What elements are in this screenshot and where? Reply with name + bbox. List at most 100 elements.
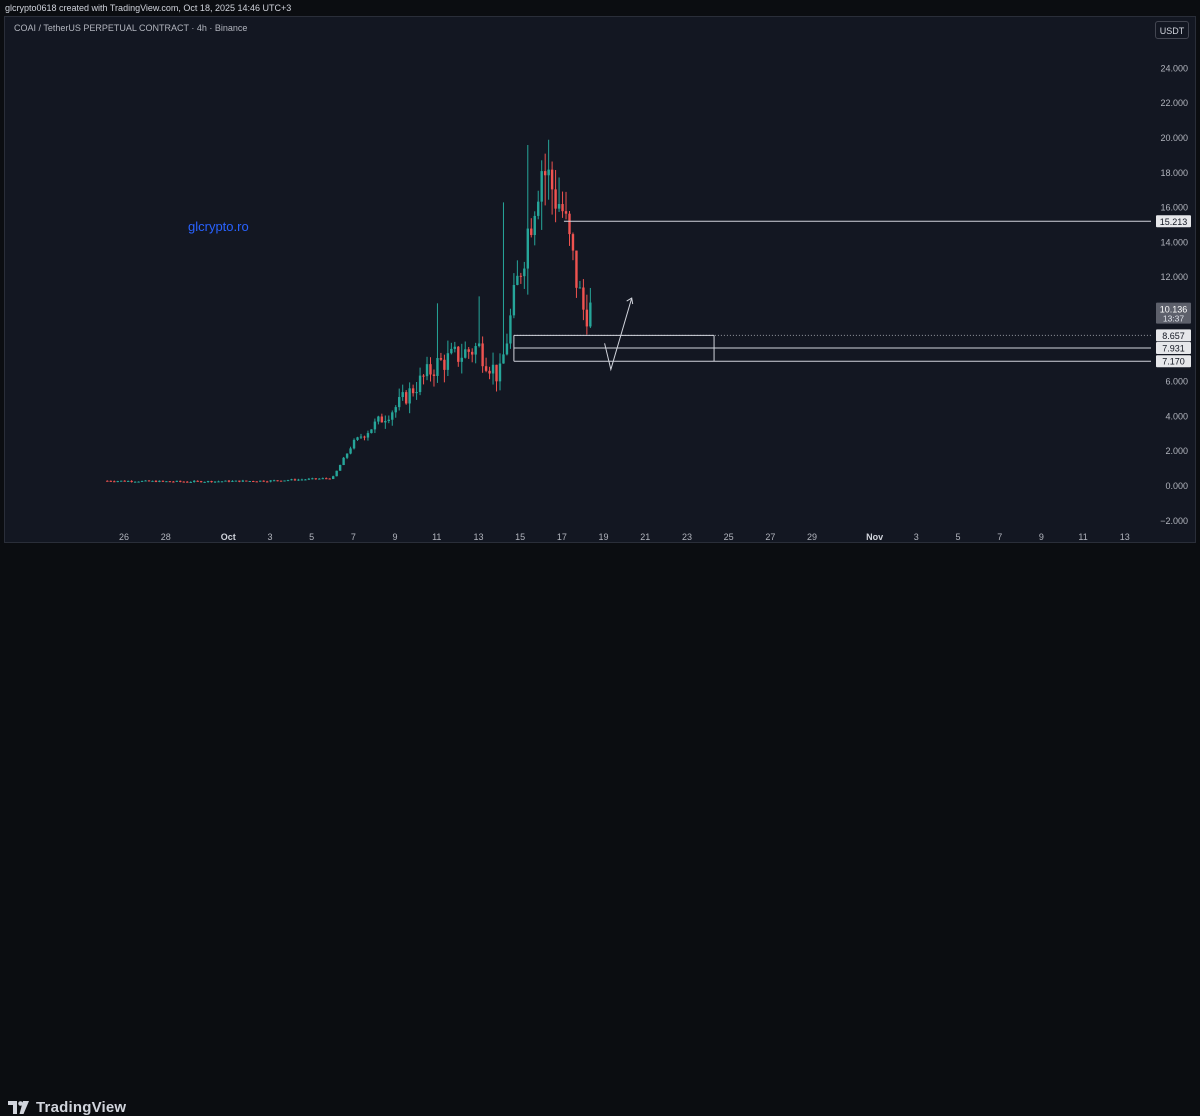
candle-body: [537, 201, 540, 216]
y-tick-label: 20.000: [1160, 133, 1188, 143]
candle-body: [227, 480, 231, 482]
x-tick-label: Nov: [866, 532, 883, 542]
x-tick-label: 28: [161, 532, 171, 542]
candle-body: [547, 169, 550, 176]
candle-body: [464, 349, 467, 358]
candle-body: [106, 480, 109, 482]
footer: TradingView: [0, 543, 1200, 1116]
candle-body: [321, 478, 324, 480]
candle-body: [557, 204, 561, 209]
x-tick-label: 21: [640, 532, 650, 542]
price-chart[interactable]: 24.000 22.000 20.000 18.000 16.000 14.000 12.0…: [5, 17, 1196, 543]
candle-body: [192, 480, 196, 482]
candle-body: [151, 480, 154, 482]
candle-body: [418, 375, 422, 393]
candle-body: [255, 481, 258, 483]
candle-body: [276, 480, 279, 482]
candle-body: [345, 453, 349, 458]
projection-arrow: [604, 297, 633, 372]
candle-body: [394, 407, 397, 413]
candle-body: [113, 481, 116, 483]
chart-panel[interactable]: 24.000 22.000 20.000 18.000 16.000 14.000 12.0…: [4, 16, 1196, 543]
x-tick-label: 7: [997, 532, 1002, 542]
candle-body: [147, 480, 151, 482]
candle-body: [182, 481, 185, 483]
candle-body: [495, 364, 498, 382]
candle-body: [488, 370, 491, 374]
candle-body: [279, 480, 283, 482]
watermark-text: glcrypto.ro: [188, 219, 249, 234]
projection-arrow-head: [626, 297, 634, 305]
candle-body: [530, 228, 533, 236]
x-tick-label: 9: [393, 532, 398, 542]
last-price-label-bg: [1156, 302, 1191, 324]
candle-body: [470, 351, 474, 355]
candle-body: [265, 481, 269, 483]
x-tick-label: 9: [1039, 532, 1044, 542]
candle-body: [446, 353, 450, 370]
candle-body: [391, 412, 394, 420]
x-tick-label: 25: [724, 532, 734, 542]
brand-name: TradingView: [36, 1098, 127, 1116]
price-label-bg: [1156, 329, 1191, 342]
price-label: 7.931: [1162, 344, 1185, 354]
candle-body: [404, 392, 408, 404]
candle-body: [439, 358, 443, 360]
candle-body: [477, 343, 481, 347]
price-label: 15.213: [1160, 217, 1188, 227]
candle-body: [241, 480, 245, 482]
candle-body: [571, 234, 575, 251]
candle-body: [359, 436, 363, 438]
candle-body: [269, 480, 272, 482]
candle-body: [450, 348, 453, 354]
candle-body: [356, 437, 359, 440]
candle-body: [248, 481, 251, 483]
candle-body: [582, 287, 585, 310]
candle-body: [168, 481, 172, 483]
tradingview-logo[interactable]: TradingView: [8, 1098, 127, 1116]
candle-body: [429, 364, 432, 375]
candle-body: [252, 481, 255, 483]
candle-body: [481, 343, 484, 367]
candle-body: [338, 465, 342, 471]
candle-body: [234, 480, 238, 482]
candle-body: [498, 363, 502, 382]
candle-body: [411, 388, 415, 394]
candle-body: [561, 204, 564, 212]
symbol-title: COAI / TetherUS PERPETUAL CONTRACT · 4h …: [14, 23, 248, 33]
y-tick-label: 2.000: [1165, 446, 1188, 456]
candle-body: [467, 349, 470, 352]
candle-body: [325, 478, 328, 480]
candle-body: [123, 480, 126, 482]
candle-body: [130, 480, 133, 482]
candle-body: [578, 287, 582, 289]
price-label-bg: [1156, 355, 1191, 368]
candle-body: [126, 480, 130, 482]
y-tick-label: 24.000: [1160, 63, 1188, 73]
candle-body: [300, 479, 304, 481]
x-tick-label: 5: [309, 532, 314, 542]
x-tick-label: 19: [599, 532, 609, 542]
x-tick-label: 13: [1120, 532, 1130, 542]
candle-body: [290, 479, 293, 481]
candle-body: [199, 481, 203, 483]
currency-button[interactable]: USDT: [1155, 21, 1189, 39]
candle-body: [220, 481, 224, 483]
candle-body: [272, 480, 276, 482]
candle-body: [262, 480, 265, 482]
y-tick-label: 14.000: [1160, 237, 1188, 247]
last-price-value: 10.136: [1160, 305, 1188, 315]
candle-body: [186, 481, 189, 483]
candle-body: [154, 480, 158, 482]
x-tick-label: 5: [955, 532, 960, 542]
y-tick-label: −2.000: [1160, 516, 1188, 526]
candle-body: [550, 169, 554, 190]
y-tick-label: 0.000: [1165, 481, 1188, 491]
top-bar: glcrypto0618 created with TradingView.co…: [0, 0, 1200, 16]
x-tick-label: 7: [351, 532, 356, 542]
candle-body: [286, 480, 290, 482]
candle-body: [165, 481, 168, 483]
candle-body: [342, 457, 345, 466]
candle-body: [307, 478, 311, 480]
candle-body: [415, 392, 418, 394]
